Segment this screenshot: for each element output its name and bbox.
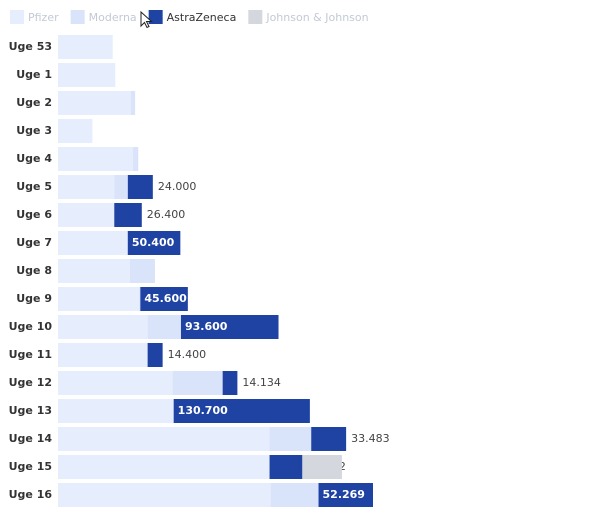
legend-swatch [70, 10, 85, 24]
bar-segment [270, 483, 319, 507]
category-label: Uge 15 [9, 460, 52, 473]
bar-segment [130, 91, 136, 115]
category-label: Uge 13 [9, 404, 52, 417]
category-label: Uge 9 [16, 292, 52, 305]
value-label: 14.134 [242, 376, 281, 389]
category-label: Uge 6 [16, 208, 52, 221]
bar-segment [58, 259, 130, 283]
category-label: Uge 10 [9, 320, 53, 333]
value-label: 26.400 [147, 208, 186, 221]
category-label: Uge 7 [16, 236, 52, 249]
category-label: Uge 3 [16, 124, 52, 137]
bar-segment [302, 455, 342, 479]
bar-segment [58, 147, 134, 171]
bar-segment [126, 231, 128, 255]
category-label: Uge 5 [16, 180, 52, 193]
category-label: Uge 8 [16, 264, 52, 277]
category-label: Uge 2 [16, 96, 52, 109]
category-label: Uge 11 [9, 348, 52, 361]
value-label: 130.700 [178, 404, 228, 417]
bar-segment [58, 203, 115, 227]
bar-segment [58, 119, 93, 143]
legend-item[interactable]: Moderna [70, 10, 137, 24]
bar-segment [173, 399, 310, 423]
bar-segment [172, 371, 223, 395]
category-label: Uge 53 [9, 40, 52, 53]
bar-segment [58, 63, 116, 87]
bar-segment [58, 483, 271, 507]
bar-segment [180, 315, 279, 339]
legend-item[interactable]: AstraZeneca [148, 10, 237, 24]
bar-segment [58, 371, 173, 395]
legend-item[interactable]: Johnson & Johnson [248, 10, 369, 24]
legend-label: Pfizer [28, 11, 59, 24]
category-label: Uge 16 [9, 488, 53, 501]
bar-segment [140, 287, 188, 311]
legend-label: Johnson & Johnson [265, 11, 368, 24]
bar-segment [129, 259, 155, 283]
bar-segment [58, 399, 174, 423]
bar-segment [147, 315, 181, 339]
bar-segment [58, 455, 270, 479]
value-label: 14.400 [168, 348, 207, 361]
bar-segment [222, 371, 238, 395]
category-label: Uge 4 [16, 152, 52, 165]
bar-segment [318, 483, 373, 507]
legend-swatch [148, 10, 163, 24]
legend-swatch [10, 10, 24, 24]
bar-segment [58, 343, 148, 367]
legend-item[interactable]: Pfizer [10, 10, 59, 24]
value-label: 45.600 [144, 292, 187, 305]
bar-segment [127, 175, 153, 199]
value-label: 50.400 [132, 236, 175, 249]
value-label: 33.483 [351, 432, 390, 445]
value-label: 52.269 [323, 488, 365, 501]
bar-segment [147, 343, 163, 367]
bar-segment [58, 175, 115, 199]
legend-swatch [248, 10, 263, 24]
bars: Uge 53 Uge 1 Uge 2 Uge 3 Uge 4 Uge 5 24.000 Uge… [9, 35, 390, 507]
bar-segment [58, 35, 113, 59]
bar-segment [269, 427, 312, 451]
bar-segment [269, 455, 303, 479]
bar-segment [58, 231, 127, 255]
category-label: Uge 1 [16, 68, 52, 81]
category-label: Uge 12 [9, 376, 52, 389]
bar-segment [139, 287, 141, 311]
category-label: Uge 14 [9, 432, 53, 445]
bar-segment [127, 231, 181, 255]
legend-label: Moderna [89, 11, 137, 24]
mouse-cursor [140, 10, 153, 29]
legend-label: AstraZeneca [167, 11, 237, 24]
legend: Pfizer Moderna AstraZeneca Johnson & Johnso… [10, 10, 369, 24]
bar-segment [58, 287, 140, 311]
bar-segment [114, 175, 128, 199]
bar-segment [58, 315, 148, 339]
bar-segment [58, 91, 131, 115]
bar-segment [58, 427, 270, 451]
value-label: 93.600 [185, 320, 228, 333]
bar-segment [114, 203, 142, 227]
bar-segment [133, 147, 139, 171]
value-label: 24.000 [158, 180, 197, 193]
bar-segment [311, 427, 347, 451]
